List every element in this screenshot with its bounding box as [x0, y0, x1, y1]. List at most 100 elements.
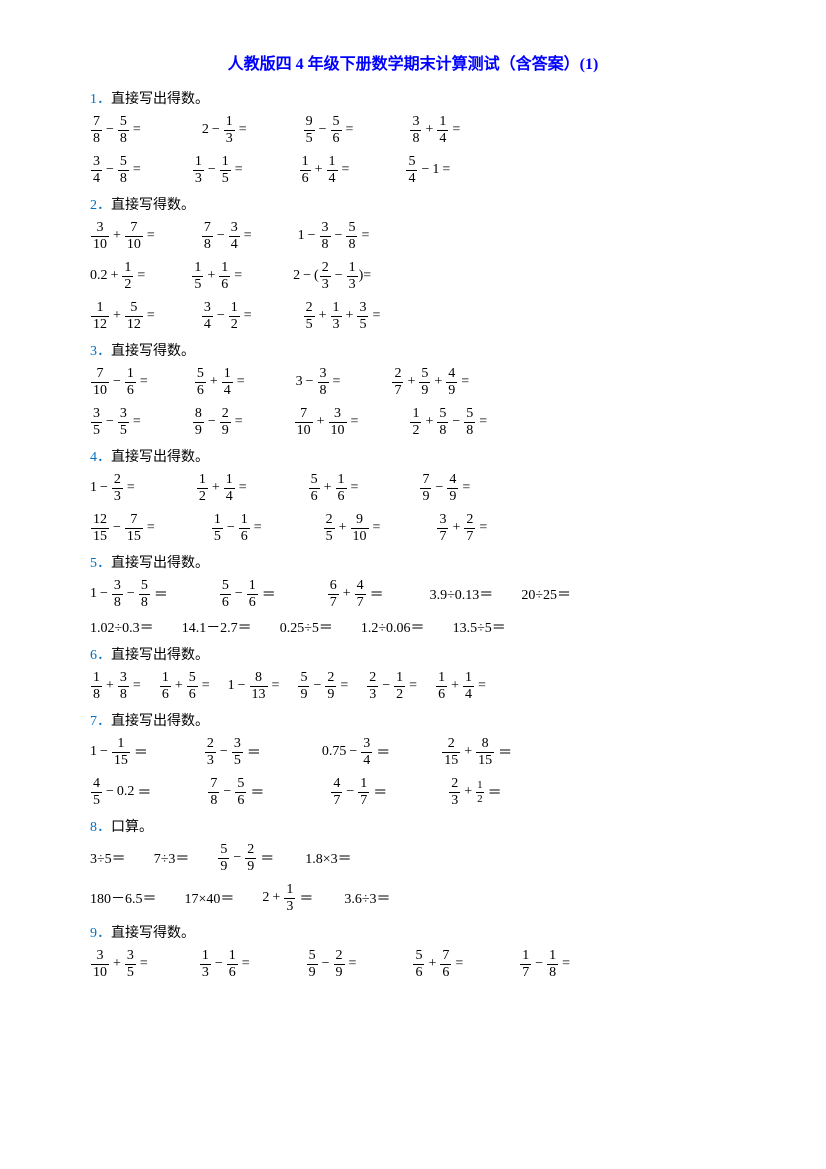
expr-11d: 1.2÷0.06＝	[361, 617, 425, 637]
q7-row-2: 45−0.2＝ 78−56＝ 47−17＝ 23+12＝	[90, 774, 736, 810]
expr-2c: 16+14=	[299, 155, 353, 186]
expr-12a: 18+38=	[90, 671, 144, 702]
expr-9b: 15−16=	[211, 513, 265, 544]
qnum-3: 3．	[90, 344, 111, 359]
q5-row-2: 1.02÷0.3＝ 14.1－2.7＝ 0.25÷5＝ 1.2÷0.06＝ 13…	[90, 616, 736, 638]
expr-15d: 1.8×3＝	[305, 848, 351, 868]
q7-row-1: 1−115＝ 23−35＝ 0.75−34＝ 215+815＝	[90, 734, 736, 770]
expr-12b: 16+56=	[159, 671, 213, 702]
expr-11c: 0.25÷5＝	[280, 617, 333, 637]
question-7: 7．直接写出得数。	[90, 710, 736, 730]
qprompt-4: 直接写出得数。	[111, 450, 209, 465]
expr-16b: 17×40＝	[185, 888, 235, 908]
expr-3a: 310+710=	[90, 221, 158, 252]
q2-row-2: 0.2+12= 15+16= 2−(23−13)=	[90, 258, 736, 294]
qnum-9: 9．	[90, 926, 111, 941]
expr-13b: 23−35＝	[204, 737, 264, 768]
expr-11b: 14.1－2.7＝	[182, 617, 252, 637]
expr-17b: 13−16=	[199, 949, 253, 980]
expr-6a: 710−16=	[90, 367, 151, 398]
expr-2b: 13−15=	[192, 155, 246, 186]
expr-17d: 56+76=	[412, 949, 466, 980]
qnum-7: 7．	[90, 714, 111, 729]
qprompt-3: 直接写得数。	[111, 344, 195, 359]
expr-4b: 15+16=	[191, 261, 245, 292]
question-5: 5．直接写出得数。	[90, 552, 736, 572]
expr-1c: 95−56=	[303, 115, 357, 146]
expr-1a: 78−58=	[90, 115, 144, 146]
expr-16a: 180－6.5＝	[90, 888, 157, 908]
expr-15b: 7÷3＝	[154, 848, 190, 868]
expr-3c: 1−38−58=	[298, 221, 373, 252]
q3-row-2: 35−35= 89−29= 710+310= 12+58−58=	[90, 404, 736, 440]
qprompt-5: 直接写出得数。	[111, 556, 209, 571]
expr-9a: 1215−715=	[90, 513, 158, 544]
expr-15a: 3÷5＝	[90, 848, 126, 868]
expr-10b: 56−16＝	[219, 579, 279, 610]
q4-row-2: 1215−715= 15−16= 25+910= 37+27=	[90, 510, 736, 546]
q8-row-2: 180－6.5＝ 17×40＝ 2+13＝ 3.6÷3＝	[90, 880, 736, 916]
expr-1b: 2−13=	[202, 115, 250, 146]
question-9: 9．直接写得数。	[90, 922, 736, 942]
q2-row-1: 310+710= 78−34= 1−38−58=	[90, 218, 736, 254]
qnum-6: 6．	[90, 648, 111, 663]
expr-4c: 2−(23−13)=	[293, 261, 371, 292]
expr-4a: 0.2+12=	[90, 261, 148, 292]
question-2: 2．直接写得数。	[90, 194, 736, 214]
expr-15c: 59−29＝	[217, 843, 277, 874]
expr-8c: 56+16=	[308, 473, 362, 504]
expr-17c: 59−29=	[306, 949, 360, 980]
expr-13a: 1−115＝	[90, 737, 151, 768]
qprompt-8: 口算。	[111, 820, 153, 835]
expr-12d: 59−29=	[297, 671, 351, 702]
qnum-4: 4．	[90, 450, 111, 465]
expr-11a: 1.02÷0.3＝	[90, 617, 154, 637]
expr-14b: 78−56＝	[207, 777, 267, 808]
qnum-1: 1．	[90, 92, 111, 107]
expr-6d: 27+59+49=	[391, 367, 472, 398]
expr-11e: 13.5÷5＝	[453, 617, 506, 637]
q8-row-1: 3÷5＝ 7÷3＝ 59−29＝ 1.8×3＝	[90, 840, 736, 876]
q2-row-3: 112+512= 34−12= 25+13+35=	[90, 298, 736, 334]
qnum-2: 2．	[90, 198, 111, 213]
expr-12f: 16+14=	[435, 671, 489, 702]
expr-5a: 112+512=	[90, 301, 158, 332]
q3-row-1: 710−16= 56+14= 3−38= 27+59+49=	[90, 364, 736, 400]
expr-16c: 2+13＝	[262, 883, 316, 914]
expr-14d: 23+12＝	[448, 777, 504, 808]
expr-14c: 47−17＝	[330, 777, 390, 808]
q5-row-1: 1−38−58＝ 56−16＝ 67+47＝ 3.9÷0.13＝ 20÷25＝	[90, 576, 736, 612]
question-8: 8．口算。	[90, 816, 736, 836]
q9-row-1: 310+35= 13−16= 59−29= 56+76= 17−18=	[90, 946, 736, 982]
qprompt-7: 直接写出得数。	[111, 714, 209, 729]
expr-7a: 35−35=	[90, 407, 144, 438]
expr-2d: 54−1=	[405, 155, 453, 186]
question-4: 4．直接写出得数。	[90, 446, 736, 466]
question-6: 6．直接写出得数。	[90, 644, 736, 664]
q1-row-2: 34−58= 13−15= 16+14= 54−1=	[90, 152, 736, 188]
expr-8b: 12+14=	[196, 473, 250, 504]
expr-10a: 1−38−58＝	[90, 579, 171, 610]
expr-10d: 3.9÷0.13＝	[430, 584, 494, 604]
expr-17a: 310+35=	[90, 949, 151, 980]
page-title: 人教版四 4 年级下册数学期末计算测试（含答案）(1)	[90, 50, 736, 74]
expr-12e: 23−12=	[366, 671, 420, 702]
expr-1d: 38+14=	[409, 115, 463, 146]
question-1: 1．直接写出得数。	[90, 88, 736, 108]
expr-2a: 34−58=	[90, 155, 144, 186]
qprompt-1: 直接写出得数。	[111, 92, 209, 107]
expr-5b: 34−12=	[201, 301, 255, 332]
expr-9c: 25+910=	[323, 513, 384, 544]
expr-5c: 25+13+35=	[303, 301, 384, 332]
qnum-8: 8．	[90, 820, 111, 835]
qprompt-9: 直接写得数。	[111, 926, 195, 941]
expr-3b: 78−34=	[201, 221, 255, 252]
expr-6c: 3−38=	[296, 367, 344, 398]
expr-13c: 0.75−34＝	[322, 737, 393, 768]
qprompt-6: 直接写出得数。	[111, 648, 209, 663]
expr-8d: 79−49=	[419, 473, 473, 504]
qprompt-2: 直接写得数。	[111, 198, 195, 213]
expr-14a: 45−0.2＝	[90, 777, 154, 808]
expr-13d: 215+815＝	[441, 737, 515, 768]
expr-6b: 56+14=	[194, 367, 248, 398]
